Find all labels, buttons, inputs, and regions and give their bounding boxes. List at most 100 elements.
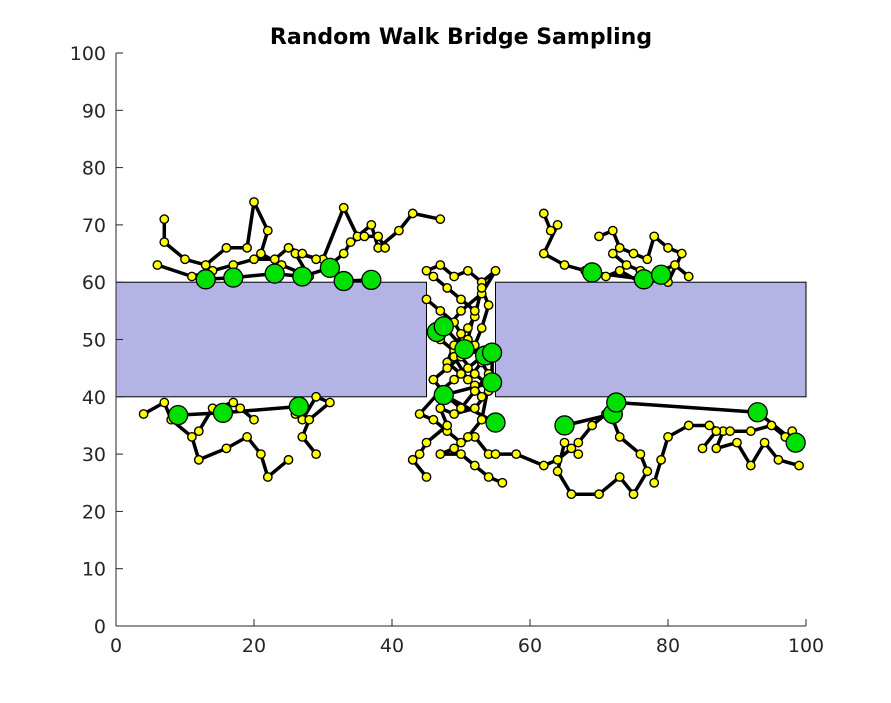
bridge-node-15 xyxy=(481,372,503,393)
walk-point-10-4 xyxy=(642,254,653,265)
walk-point-7-3 xyxy=(469,305,480,316)
bridge-node-20 xyxy=(606,392,627,413)
walk-point-8-1 xyxy=(511,449,522,459)
y-tick-label-9: 90 xyxy=(82,100,106,122)
walk-point-7-17 xyxy=(476,414,487,425)
walk-point-12-4 xyxy=(766,420,777,431)
walk-point-11-6 xyxy=(711,443,722,454)
bridge-node-23 xyxy=(581,262,603,283)
walk-point-7-13 xyxy=(442,363,453,374)
walk-point-5-0 xyxy=(421,265,432,276)
walk-point-8-11 xyxy=(642,466,653,477)
walk-point-8-13 xyxy=(614,472,625,482)
walk-point-0-7 xyxy=(262,225,273,236)
walk-point-6-1 xyxy=(435,305,446,316)
walk-point-0-8 xyxy=(255,248,266,259)
walk-point-4-3 xyxy=(324,397,335,408)
walk-point-6-0 xyxy=(421,294,432,305)
walk-point-6-23 xyxy=(421,472,432,482)
walk-point-8-10 xyxy=(635,449,646,459)
y-tick-label-6: 60 xyxy=(82,272,106,294)
bridge-node-22 xyxy=(785,432,806,453)
walk-point-1-0 xyxy=(152,260,163,270)
walk-point-11-11 xyxy=(794,460,804,471)
bridge-node-12 xyxy=(454,339,475,360)
y-tick-label-5: 50 xyxy=(82,330,106,352)
walk-point-7-21 xyxy=(456,449,466,459)
walk-point-10-1 xyxy=(607,225,618,236)
walk-point-7-23 xyxy=(483,472,494,482)
walk-point-7-15 xyxy=(469,368,480,379)
walk-point-6-22 xyxy=(407,454,418,465)
walk-point-11-4 xyxy=(704,420,715,431)
walk-point-8-4 xyxy=(566,443,577,454)
walk-point-2-8 xyxy=(262,472,273,482)
walk-point-2-1 xyxy=(159,397,170,408)
bridge-nodes xyxy=(167,257,806,453)
bridge-node-4 xyxy=(319,257,341,279)
walk-point-1-4 xyxy=(249,254,259,265)
walk-point-5-7 xyxy=(456,305,466,316)
walk-point-7-10 xyxy=(456,403,466,414)
walk-path-2 xyxy=(141,400,291,479)
bridge-node-8 xyxy=(212,402,234,423)
walk-point-7-20 xyxy=(435,449,446,459)
walk-point-6-19 xyxy=(442,420,453,431)
walk-point-11-1 xyxy=(656,454,666,465)
walk-point-6-17 xyxy=(449,409,459,419)
bridge-node-1 xyxy=(223,267,244,288)
walk-point-0-13 xyxy=(338,202,349,213)
walk-point-1-6 xyxy=(283,242,294,253)
walk-point-9-7 xyxy=(614,265,625,276)
bridge-node-24 xyxy=(633,269,654,290)
walk-point-10-6 xyxy=(663,242,673,253)
walk-point-0-18 xyxy=(407,208,418,219)
y-tick-label-4: 40 xyxy=(82,387,106,409)
walk-point-12-2 xyxy=(725,426,735,437)
walk-point-6-14 xyxy=(476,391,487,402)
walk-point-0-4 xyxy=(221,242,232,253)
walk-point-11-2 xyxy=(663,432,673,442)
walk-point-2-6 xyxy=(242,432,253,442)
walk-point-8-3 xyxy=(552,454,563,465)
walk-point-5-13 xyxy=(462,363,473,374)
bridge-node-21 xyxy=(747,402,768,423)
walk-point-7-9 xyxy=(469,386,480,396)
walk-point-8-15 xyxy=(566,489,577,500)
walk-point-5-5 xyxy=(490,265,501,276)
walk-point-3-4 xyxy=(235,403,246,414)
walk-point-7-12 xyxy=(428,374,439,385)
walk-point-8-14 xyxy=(594,489,604,500)
walk-point-6-9 xyxy=(462,323,473,333)
walk-point-6-3 xyxy=(456,328,466,339)
bridge-node-5 xyxy=(333,270,354,292)
y-tick-label-0: 0 xyxy=(94,616,106,638)
walk-point-9-1 xyxy=(545,225,556,236)
walk-point-8-12 xyxy=(628,489,639,500)
walk-point-0-2 xyxy=(180,254,190,265)
walk-point-10-11 xyxy=(621,260,632,270)
walk-point-8-17 xyxy=(559,437,570,448)
walk-point-10-2 xyxy=(614,242,625,253)
bridge-node-3 xyxy=(292,266,313,287)
walk-point-1-13 xyxy=(373,231,384,242)
walk-point-2-0 xyxy=(138,409,149,419)
walk-point-11-8 xyxy=(745,460,756,471)
bridge-node-9 xyxy=(288,396,310,417)
axes: 0 20 40 60 80 100 0 10 20 30 40 50 60 70 80 90 100 xyxy=(70,43,824,657)
walk-point-0-15 xyxy=(366,219,377,230)
bridge-node-25 xyxy=(650,264,672,285)
y-tick-label-8: 80 xyxy=(82,158,106,180)
y-tick-label-2: 20 xyxy=(82,501,106,523)
y-tick-label-1: 10 xyxy=(82,559,106,581)
walk-point-3-0 xyxy=(193,426,204,437)
walk-point-7-2 xyxy=(456,294,466,305)
walk-point-5-3 xyxy=(462,265,473,276)
walk-point-2-5 xyxy=(221,443,232,454)
walk-point-1-1 xyxy=(186,271,197,282)
bridge-node-14 xyxy=(481,342,503,363)
bridge-node-6 xyxy=(361,269,382,291)
walk-point-6-5 xyxy=(476,323,487,333)
